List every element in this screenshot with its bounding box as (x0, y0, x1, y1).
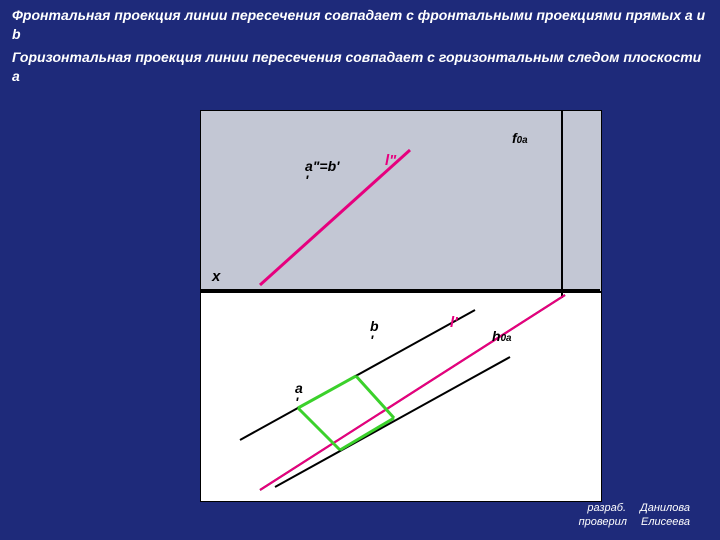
credit-row-2: проверил Елисеева (579, 516, 690, 528)
diagram-label: x (212, 268, 220, 285)
caption-line-2: Горизонтальная проекция линии пересечени… (12, 48, 708, 86)
credit-name-2: Елисеева (641, 516, 690, 528)
credit-role-1: разраб. (587, 502, 626, 514)
diagram-label: ' (295, 394, 298, 410)
credit-name-1: Данилова (640, 502, 690, 514)
credit-row-1: разраб. Данилова (579, 502, 690, 514)
caption-line-1: Фронтальная проекция линии пересечения с… (12, 6, 708, 44)
diagram-label: l' (450, 314, 458, 331)
credit-role-2: проверил (579, 516, 627, 528)
diagram-labels: f0aa"=b''l"xb'l'h0aa' (200, 110, 600, 500)
diagram-label: ' (370, 332, 373, 348)
credits: разраб. Данилова проверил Елисеева (579, 500, 690, 528)
diagram-label: h0a (492, 328, 511, 344)
diagram-label: l" (385, 152, 396, 169)
projection-diagram: f0aa"=b''l"xb'l'h0aa' (200, 110, 600, 500)
diagram-label: f0a (512, 130, 528, 146)
diagram-label: ' (305, 172, 308, 188)
diagram-label: a"=b' (305, 158, 339, 174)
